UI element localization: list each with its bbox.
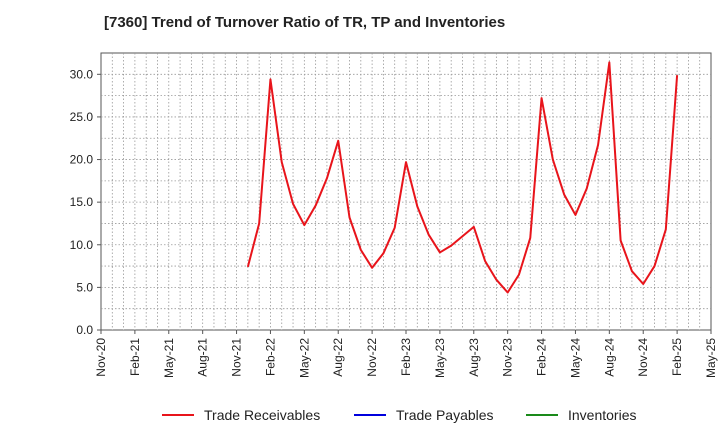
x-tick-label: Aug-21	[196, 338, 210, 377]
series-lines	[246, 61, 679, 294]
y-tick-label: 5.0	[76, 280, 93, 294]
x-tick-label: Feb-21	[128, 338, 142, 376]
gridlines	[101, 53, 711, 330]
y-tick-label: 25.0	[70, 110, 94, 124]
y-tick-label: 0.0	[76, 323, 93, 337]
x-tick-label: May-24	[568, 338, 582, 378]
x-axis: Nov-20 Feb-21 May-21 Aug-21 Nov-21 Feb-22 May-…	[94, 330, 718, 378]
legend-label: Trade Receivables	[204, 407, 320, 423]
y-tick-label: 30.0	[70, 67, 94, 81]
y-tick-label: 10.0	[70, 238, 94, 252]
y-axis: 0.0 5.0 10.0 15.0 20.0 25.0 30.0	[70, 67, 101, 337]
y-tick-label: 20.0	[70, 153, 94, 167]
y-tick-label: 15.0	[70, 195, 94, 209]
x-tick-label: May-25	[704, 338, 718, 378]
x-tick-label: Aug-22	[331, 338, 345, 377]
x-tick-label: May-22	[297, 338, 311, 378]
x-tick-label: Feb-25	[670, 338, 684, 376]
series-line	[246, 61, 679, 294]
x-tick-label: May-23	[433, 338, 447, 378]
x-tick-label: Feb-23	[399, 338, 413, 376]
legend: Trade Receivables Trade Payables Inventori…	[162, 407, 636, 423]
chart-title: [7360] Trend of Turnover Ratio of TR, TP…	[104, 14, 506, 31]
legend-label: Trade Payables	[396, 407, 494, 423]
x-tick-label: Nov-22	[365, 338, 379, 377]
x-tick-label: Nov-24	[636, 338, 650, 377]
x-tick-label: Aug-24	[602, 338, 616, 377]
x-tick-label: May-21	[162, 338, 176, 378]
x-tick-label: Nov-21	[230, 338, 244, 377]
legend-label: Inventories	[568, 407, 636, 423]
x-tick-label: Nov-20	[94, 338, 108, 377]
x-tick-label: Feb-24	[535, 338, 549, 376]
x-tick-label: Feb-22	[263, 338, 277, 376]
x-tick-label: Nov-23	[501, 338, 515, 377]
x-tick-label: Aug-23	[467, 338, 481, 377]
